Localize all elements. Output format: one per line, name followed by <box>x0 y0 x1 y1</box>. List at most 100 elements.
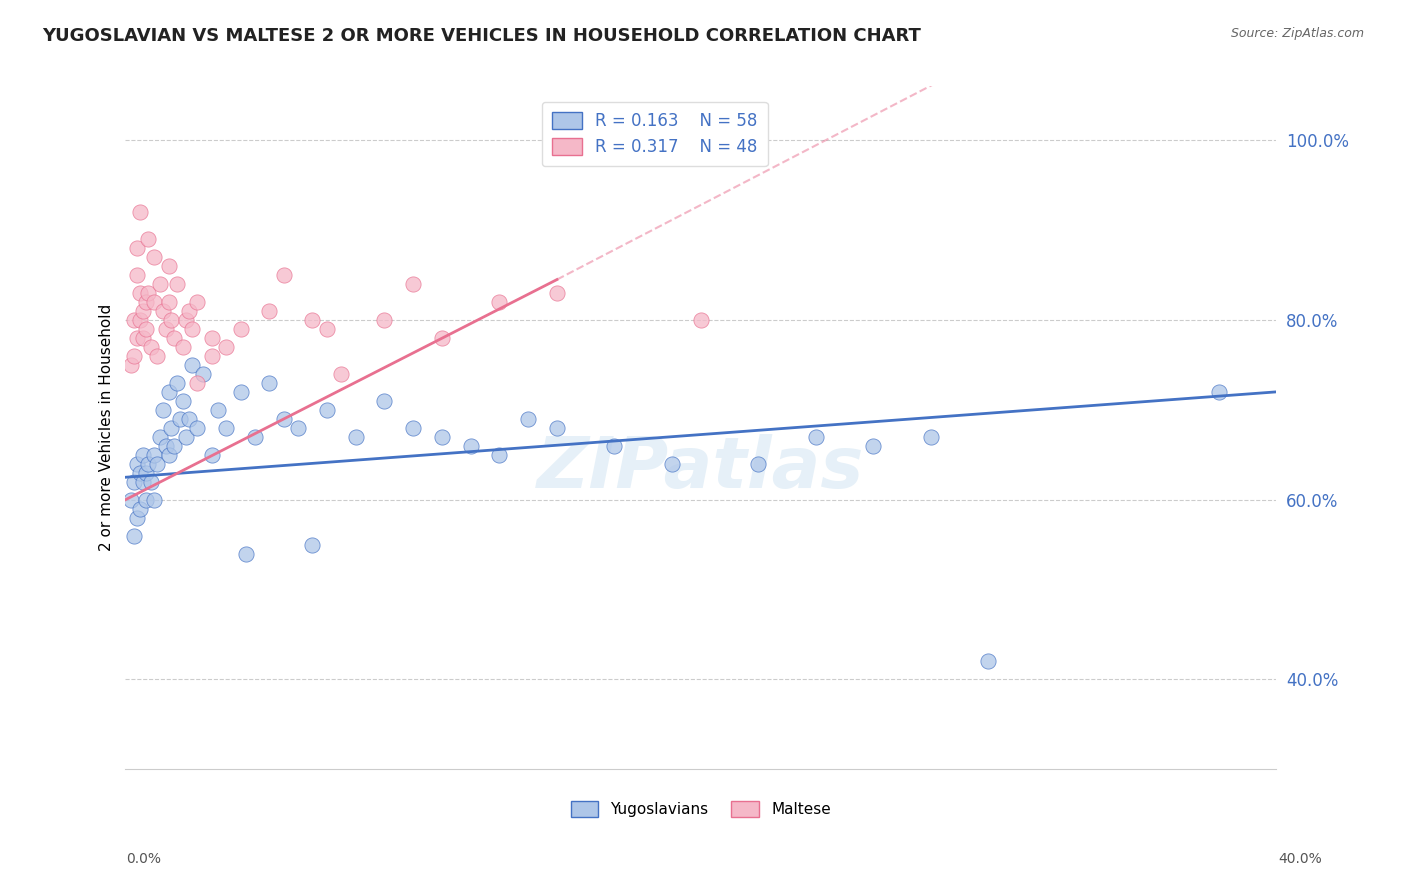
Point <box>128 466 150 480</box>
Point <box>135 492 157 507</box>
Point <box>157 448 180 462</box>
Point <box>125 241 148 255</box>
Point <box>229 384 252 399</box>
Point <box>125 331 148 345</box>
Text: 0.0%: 0.0% <box>127 852 162 866</box>
Point <box>273 268 295 282</box>
Point <box>215 340 238 354</box>
Point <box>603 439 626 453</box>
Point <box>125 510 148 524</box>
Legend: Yugoslavians, Maltese: Yugoslavians, Maltese <box>565 795 837 823</box>
Point <box>488 295 510 310</box>
Point <box>315 402 337 417</box>
Point <box>128 501 150 516</box>
Point <box>747 457 769 471</box>
Point <box>163 439 186 453</box>
Point <box>122 475 145 489</box>
Point <box>172 393 194 408</box>
Point <box>177 304 200 318</box>
Point <box>166 277 188 291</box>
Point <box>143 250 166 264</box>
Point <box>174 430 197 444</box>
Point <box>169 412 191 426</box>
Point <box>128 205 150 219</box>
Point <box>235 547 257 561</box>
Point <box>146 457 169 471</box>
Point <box>122 529 145 543</box>
Point <box>155 439 177 453</box>
Point <box>488 448 510 462</box>
Point <box>546 421 568 435</box>
Point <box>157 259 180 273</box>
Y-axis label: 2 or more Vehicles in Household: 2 or more Vehicles in Household <box>100 304 114 551</box>
Point <box>122 313 145 327</box>
Point <box>804 430 827 444</box>
Point <box>157 384 180 399</box>
Point <box>163 331 186 345</box>
Point <box>661 457 683 471</box>
Point <box>132 448 155 462</box>
Text: Source: ZipAtlas.com: Source: ZipAtlas.com <box>1230 27 1364 40</box>
Point <box>141 340 163 354</box>
Point <box>330 367 353 381</box>
Point <box>172 340 194 354</box>
Point <box>301 538 323 552</box>
Point <box>135 322 157 336</box>
Point <box>152 402 174 417</box>
Point <box>243 430 266 444</box>
Point <box>143 492 166 507</box>
Point <box>315 322 337 336</box>
Point <box>201 448 224 462</box>
Point <box>149 430 172 444</box>
Point <box>430 430 453 444</box>
Point <box>138 286 160 301</box>
Point <box>920 430 942 444</box>
Point <box>132 331 155 345</box>
Point <box>120 358 142 372</box>
Point <box>155 322 177 336</box>
Point <box>152 304 174 318</box>
Point <box>259 304 281 318</box>
Point <box>517 412 540 426</box>
Point <box>186 421 208 435</box>
Point <box>157 295 180 310</box>
Point <box>125 268 148 282</box>
Point <box>287 421 309 435</box>
Point <box>259 376 281 390</box>
Point <box>177 412 200 426</box>
Point <box>132 475 155 489</box>
Point <box>546 286 568 301</box>
Point <box>138 457 160 471</box>
Point <box>344 430 367 444</box>
Point <box>180 322 202 336</box>
Point <box>373 393 395 408</box>
Point <box>138 232 160 246</box>
Point <box>166 376 188 390</box>
Point <box>186 295 208 310</box>
Point <box>122 349 145 363</box>
Point <box>373 313 395 327</box>
Point <box>143 295 166 310</box>
Point <box>186 376 208 390</box>
Point <box>862 439 884 453</box>
Point <box>1208 384 1230 399</box>
Point <box>135 295 157 310</box>
Point <box>460 439 482 453</box>
Point <box>191 367 214 381</box>
Text: YUGOSLAVIAN VS MALTESE 2 OR MORE VEHICLES IN HOUSEHOLD CORRELATION CHART: YUGOSLAVIAN VS MALTESE 2 OR MORE VEHICLE… <box>42 27 921 45</box>
Point <box>229 322 252 336</box>
Point <box>207 402 229 417</box>
Point <box>402 421 425 435</box>
Point <box>125 457 148 471</box>
Point <box>135 466 157 480</box>
Point <box>430 331 453 345</box>
Point <box>128 313 150 327</box>
Point <box>174 313 197 327</box>
Text: ZIPatlas: ZIPatlas <box>537 434 865 503</box>
Point <box>160 421 183 435</box>
Point <box>402 277 425 291</box>
Point <box>132 304 155 318</box>
Point <box>180 358 202 372</box>
Point <box>201 349 224 363</box>
Point <box>149 277 172 291</box>
